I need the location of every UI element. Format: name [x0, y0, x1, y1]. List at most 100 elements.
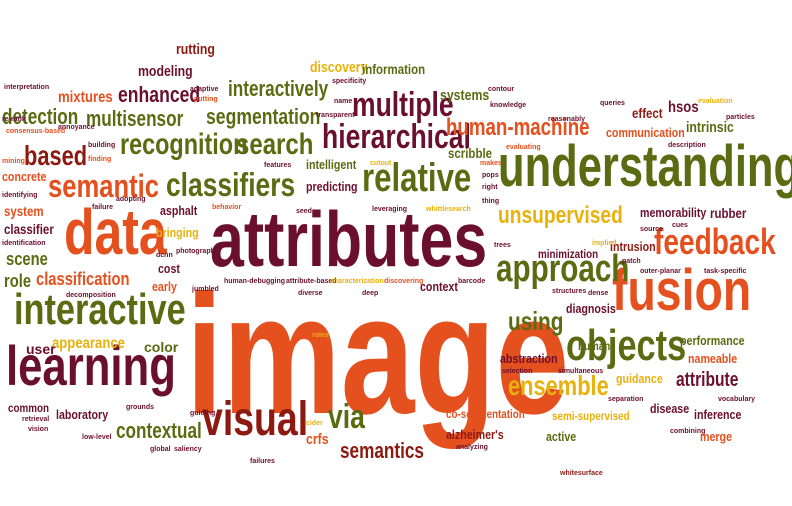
word-consensus-based: consensus-based [6, 128, 66, 135]
word-co-segmentation: co-segmentation [446, 407, 525, 421]
word-structures: structures [552, 288, 587, 295]
word-asphalt: asphalt [160, 203, 198, 218]
word-semi-supervised: semi-supervised [552, 409, 630, 423]
word-vision: vision [28, 426, 49, 433]
word-selection: selection [502, 368, 533, 375]
word-user: user [26, 341, 56, 357]
word-cider: cider [306, 420, 323, 427]
word-semantics: semantics [340, 438, 424, 463]
word-extra: whitesurface [560, 470, 603, 477]
word-interactively: interactively [228, 76, 329, 101]
word-specificity: specificity [332, 78, 367, 85]
word-using: using [508, 306, 564, 336]
word-outer-planar: outer-planar [640, 268, 681, 275]
word-minimization: minimization [538, 247, 599, 261]
word-disease: disease [650, 401, 690, 416]
word-hsos: hsos [668, 99, 699, 116]
word-merge: merge [700, 429, 733, 444]
word-finding: finding [88, 156, 112, 163]
word-understanding: understanding [498, 134, 792, 199]
word-attribute-based: attribute-based [286, 278, 337, 285]
word-queries: queries [600, 100, 625, 107]
word-color: color [144, 339, 179, 355]
word-scribble: scribble [448, 145, 493, 161]
word-guidance: guidance [616, 371, 663, 386]
word-name: name [334, 98, 353, 105]
word-knowledge: knowledge [490, 102, 527, 109]
word-relative: relative [362, 156, 472, 200]
word-vocabulary: vocabulary [718, 396, 755, 403]
word-system: system [4, 203, 44, 219]
word-particles: particles [726, 114, 755, 121]
word-guiding: guiding [190, 410, 216, 417]
word-human: human [578, 339, 611, 353]
word-retrieval: retrieval [22, 416, 50, 423]
word-recognition: recognition [120, 128, 248, 161]
word-visual: visual [202, 393, 309, 446]
word-human-debugging: human-debugging [224, 278, 286, 285]
word-contextual: contextual [116, 418, 202, 443]
word-building: building [88, 142, 116, 149]
word-saliency: saliency [174, 446, 202, 453]
word-identification: identification [2, 240, 46, 247]
word-leveraging: leveraging [372, 206, 408, 213]
word-failures: failures [250, 458, 275, 465]
word-intelligent: intelligent [306, 157, 357, 172]
word-separation: separation [608, 396, 644, 403]
word-feedback: feedback [654, 221, 776, 262]
word-performance: performance [680, 333, 745, 348]
word-modeling: modeling [138, 63, 193, 80]
word-right: right [482, 184, 498, 191]
word-hierarchical: hierarchical [322, 118, 471, 156]
word-effect: effect [632, 105, 663, 121]
word-decomposition: decomposition [66, 292, 116, 299]
word-common: common [8, 401, 50, 415]
word-image: image [186, 260, 570, 450]
word-re-rank: re-rank [2, 116, 26, 123]
word-role: role [4, 271, 32, 291]
word-characterization: characterization [330, 278, 384, 285]
word-whittlesearch: whittlesearch [426, 206, 471, 213]
word-roles: roles [312, 332, 329, 339]
word-bringing: bringing [156, 225, 199, 240]
word-interpretation: interpretation [4, 84, 50, 91]
word-human-machine: human-machine [446, 114, 590, 141]
word-seed: seed [296, 208, 312, 215]
word-identifying: identifying [2, 192, 38, 199]
word-failure: failure [92, 204, 114, 211]
word-classifiers: classifiers [166, 166, 296, 203]
word-active: active [546, 429, 577, 444]
word-task-specific: task-specific [704, 268, 747, 275]
word-contour: contour [488, 86, 515, 93]
word-learning: learning [6, 334, 176, 397]
word-cues: cues [672, 222, 688, 229]
word-multiple: multiple [352, 86, 454, 124]
word-low-level: low-level [82, 434, 112, 441]
word-features: features [264, 162, 292, 169]
word-pops: pops [482, 172, 499, 179]
word-multisensor: multisensor [86, 106, 184, 131]
word-evaluation: evaluation [698, 98, 733, 105]
word-diverse: diverse [298, 290, 323, 297]
word-attributes: attributes [210, 195, 488, 283]
word-classifier: classifier [4, 221, 54, 237]
word-annoyance: annoyance [58, 124, 95, 131]
word-deep: deep [362, 290, 379, 297]
word-grounds: grounds [126, 404, 154, 411]
word-transparent: transparent [316, 112, 355, 119]
word-detection: detection [2, 104, 79, 129]
word-appearance: appearance [52, 335, 125, 352]
word-reasonably: reasonably [548, 116, 585, 123]
word-attribute: attribute [676, 369, 739, 391]
word-approach: approach [496, 248, 630, 290]
word-nameable: nameable [688, 351, 738, 366]
word-unsupervised: unsupervised [498, 202, 623, 229]
word-context: context [420, 279, 458, 294]
word-discovery: discovery [310, 59, 368, 76]
word-dense: dense [588, 290, 609, 297]
word-based: based [24, 140, 88, 171]
word-description: description [668, 142, 706, 149]
word-abstraction: abstraction [500, 351, 558, 366]
word-information: information [362, 61, 426, 77]
word-mining: mining [2, 158, 25, 165]
